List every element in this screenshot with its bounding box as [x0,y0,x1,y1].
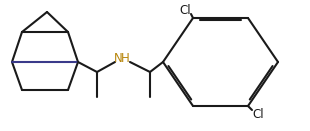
Text: Cl: Cl [179,4,191,17]
Text: N: N [114,53,122,66]
Text: Cl: Cl [252,108,264,121]
Text: H: H [121,53,129,66]
